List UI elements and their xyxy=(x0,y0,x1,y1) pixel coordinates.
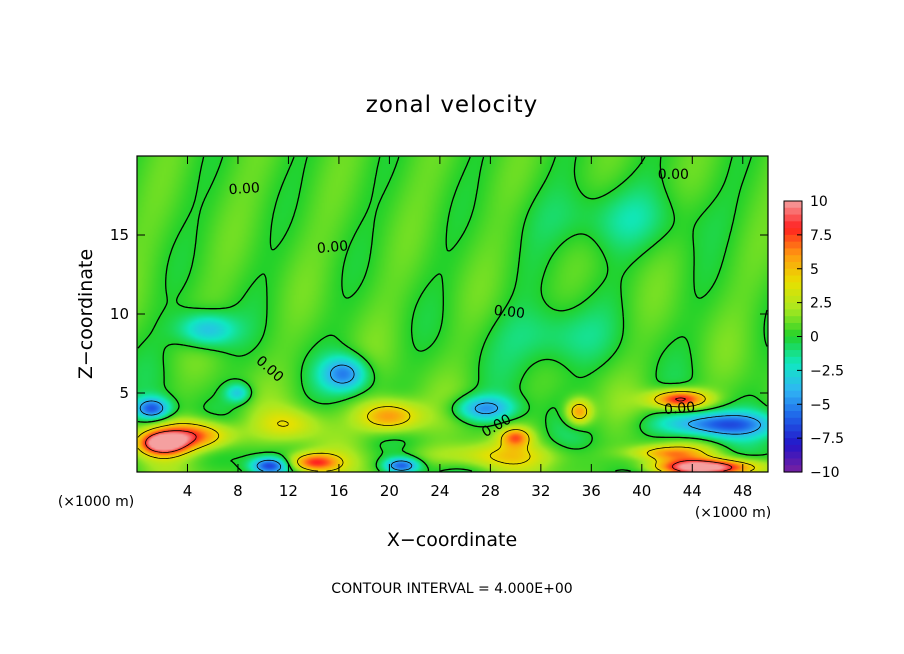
colorbar-cell xyxy=(784,234,802,243)
colorbar-cell xyxy=(784,417,802,426)
colorbar-cell xyxy=(784,329,802,338)
colorbar-cell xyxy=(784,316,802,324)
colorbar-tick-label: 10 xyxy=(810,194,828,210)
y-tick-label: 5 xyxy=(119,384,129,402)
colorbar-cell xyxy=(784,261,802,270)
x-tick-label: 48 xyxy=(733,482,752,500)
velocity-field xyxy=(137,156,768,472)
x-tick-label: 12 xyxy=(279,482,298,500)
colorbar-cell xyxy=(784,438,802,446)
x-axis-label: X−coordinate xyxy=(387,529,517,551)
x-tick-label: 8 xyxy=(233,482,243,500)
colorbar-cell xyxy=(784,207,802,216)
x-axis-ticks: 4 8 12 16 20 24 28 32 36 40 44 48 xyxy=(183,156,752,500)
contour-label: 0.00 xyxy=(316,238,348,257)
colorbar-cell xyxy=(784,309,802,317)
colorbar-tick-label: 2.5 xyxy=(810,296,832,312)
x-tick-label: 4 xyxy=(183,482,193,500)
colorbar-cell xyxy=(784,228,802,236)
contour-level-line xyxy=(137,391,755,472)
colorbar-cell xyxy=(784,282,802,290)
colorbar-cell xyxy=(784,404,802,412)
colorbar-cell xyxy=(784,424,802,432)
x-unit-left: (×1000 m) xyxy=(58,494,134,510)
colorbar-tick-label: 7.5 xyxy=(810,228,832,244)
contour-level-line xyxy=(137,156,768,472)
colorbar-cell xyxy=(784,390,802,399)
colorbar-cell xyxy=(784,302,802,310)
plot-area: 0.000.000.000.000.000.000.00 4 8 12 16 20 24 2… xyxy=(110,155,769,500)
x-tick-label: 32 xyxy=(531,482,550,500)
colorbar-cell xyxy=(784,255,802,263)
colorbar-cells xyxy=(784,201,802,473)
colorbar-tick-label: −10 xyxy=(810,465,840,481)
y-tick-label: 15 xyxy=(110,226,129,244)
colorbar-cell xyxy=(784,363,802,371)
y-axis-label: Z−coordinate xyxy=(75,249,97,379)
colorbar-cell xyxy=(784,268,802,277)
contour-level-line xyxy=(145,397,733,472)
colorbar-cell xyxy=(784,241,802,250)
x-tick-label: 20 xyxy=(380,482,399,500)
contour-label: 0.00 xyxy=(663,399,695,418)
contour-label: 0.00 xyxy=(228,180,260,198)
colorbar-cell xyxy=(784,397,802,405)
colorbar-cell xyxy=(784,275,802,283)
contour-level-line xyxy=(139,364,761,472)
colorbar-cell xyxy=(784,336,802,344)
colorbar-cell xyxy=(784,201,802,209)
colorbar-cell xyxy=(784,370,802,378)
x-tick-label: 28 xyxy=(481,482,500,500)
colorbar-cell xyxy=(784,295,802,304)
colorbar-cell xyxy=(784,451,802,460)
x-tick-label: 44 xyxy=(683,482,702,500)
colorbar-cell xyxy=(784,411,802,419)
colorbar-cell xyxy=(784,356,802,365)
colorbar-tick-label: −2.5 xyxy=(810,363,844,379)
contour-label: 0.00 xyxy=(658,167,689,183)
colorbar-cell xyxy=(784,322,802,331)
colorbar-cell xyxy=(784,214,802,222)
colorbar-cell xyxy=(784,289,802,297)
colorbar-cell xyxy=(784,248,802,256)
colorbar-cell xyxy=(784,444,802,453)
colorbar-cell xyxy=(784,343,802,351)
colorbar-cell xyxy=(784,350,802,358)
x-unit-right: (×1000 m) xyxy=(695,505,771,521)
y-tick-label: 10 xyxy=(110,305,129,323)
colorbar-tick-label: 0 xyxy=(810,330,819,346)
chart-title: zonal velocity xyxy=(366,92,538,118)
colorbar-cell xyxy=(784,431,802,439)
contour-interval-footer: CONTOUR INTERVAL = 4.000E+00 xyxy=(331,581,572,597)
x-tick-label: 36 xyxy=(582,482,601,500)
colorbar-ticks: 10 7.5 5 2.5 0 −2.5 −5 −7.5 −10 xyxy=(797,194,844,481)
colorbar-cell xyxy=(784,383,802,392)
x-tick-label: 24 xyxy=(430,482,449,500)
colorbar: 10 7.5 5 2.5 0 −2.5 −5 −7.5 −10 xyxy=(783,194,844,481)
y-axis-ticks: 5 10 15 xyxy=(110,226,768,402)
colorbar-tick-label: 5 xyxy=(810,262,819,278)
contour-label: 0.00 xyxy=(493,303,526,322)
x-tick-label: 40 xyxy=(632,482,651,500)
colorbar-tick-label: −7.5 xyxy=(810,431,844,447)
colorbar-cell xyxy=(784,377,802,385)
colorbar-cell xyxy=(784,221,802,229)
x-tick-label: 16 xyxy=(329,482,348,500)
colorbar-cell xyxy=(784,465,802,473)
colorbar-tick-label: −5 xyxy=(810,397,831,413)
colorbar-cell xyxy=(784,458,802,466)
